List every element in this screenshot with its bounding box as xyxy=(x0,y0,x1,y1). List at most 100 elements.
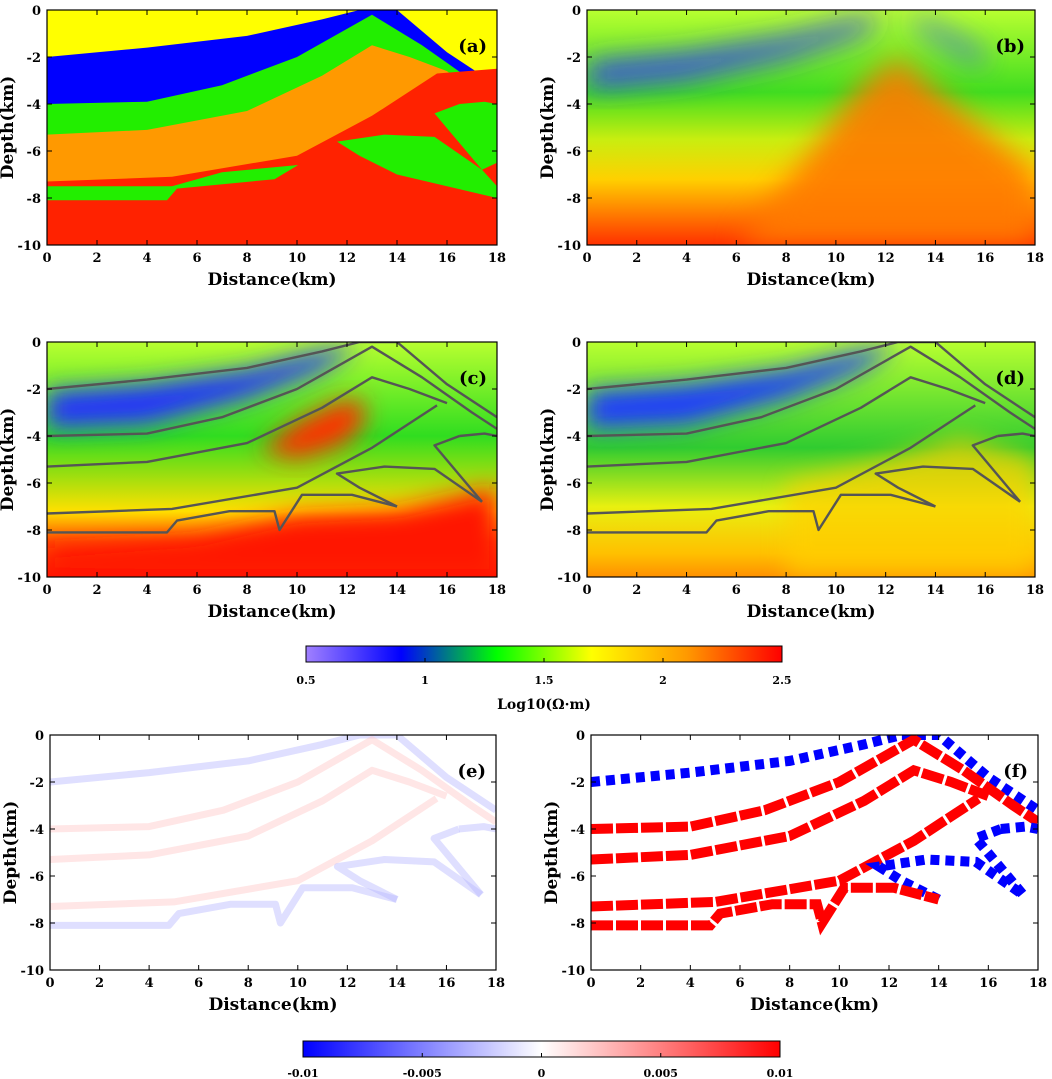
y-tick-label: 0 xyxy=(572,4,581,19)
y-axis-label: Depth(km) xyxy=(0,76,18,180)
diff-trace-7 xyxy=(865,854,1026,904)
diff-trace-6 xyxy=(430,825,484,898)
x-tick-label: 10 xyxy=(288,251,306,266)
y-tick-label: -6 xyxy=(27,477,41,492)
x-axis-label: Distance(km) xyxy=(750,995,879,1015)
colorbar-tick-label: 0 xyxy=(538,1067,546,1079)
panel-a: 0 2 4 6 8 10 12 14 16 18 0 -2 -4 -6 -8 -10 Distance(km) D… xyxy=(0,4,506,290)
x-tick-label: 12 xyxy=(338,976,356,991)
x-tick-label: 2 xyxy=(632,251,641,266)
x-tick-label: 18 xyxy=(1026,251,1044,266)
colorbar-tick-label: 0.5 xyxy=(296,674,315,687)
boundary-line-5 xyxy=(997,432,1035,438)
resistive-band xyxy=(587,344,899,429)
y-axis-label: Depth(km) xyxy=(542,801,562,905)
x-tick-label: 4 xyxy=(142,583,151,598)
y-tick-label: -4 xyxy=(567,98,581,113)
y-tick-label: -4 xyxy=(27,430,41,445)
x-tick-label: 18 xyxy=(488,583,506,598)
panel-e: 0 2 4 6 8 10 12 14 16 18 0 -2 -4 -6 -8 -10 Distance(km) D… xyxy=(1,729,505,1015)
x-axis-label: Distance(km) xyxy=(746,602,875,622)
y-tick-label: -10 xyxy=(562,964,586,979)
y-tick-label: -4 xyxy=(571,823,585,838)
diff-trace-1 xyxy=(50,735,496,814)
y-tick-label: -8 xyxy=(27,524,41,539)
y-tick-label: -2 xyxy=(27,383,41,398)
boundary-line-7 xyxy=(335,465,483,508)
conductor-dome xyxy=(736,57,1035,245)
boundary-line-7 xyxy=(874,465,1021,508)
diff-trace-3 xyxy=(591,764,991,865)
x-tick-label: 2 xyxy=(92,251,101,266)
x-tick-label: 4 xyxy=(142,251,151,266)
boundary-line-4 xyxy=(47,404,438,515)
plot-frame xyxy=(46,9,498,246)
x-tick-label: 12 xyxy=(877,251,895,266)
boundary-line-1 xyxy=(587,342,1035,419)
x-tick-label: 16 xyxy=(438,583,456,598)
y-tick-label: -8 xyxy=(567,192,581,207)
colorbar-resistivity: 0.5 1 1.5 2 2.5 Log10(Ω·m) xyxy=(296,645,792,713)
y-tick-label: -10 xyxy=(558,571,582,586)
y-tick-label: -2 xyxy=(27,51,41,66)
boundary-line-6 xyxy=(971,434,1022,503)
panel-label: (a) xyxy=(458,36,487,57)
y-tick-label: -6 xyxy=(567,145,581,160)
y-axis-label: Depth(km) xyxy=(538,408,558,512)
x-tick-label: 10 xyxy=(827,583,845,598)
panel-c: 0 2 4 6 8 10 12 14 16 18 0 -2 -4 -6 -8 -10 Distance(km) D… xyxy=(0,336,506,622)
panel-b: 0 2 4 6 8 10 12 14 16 18 0 -2 -4 -6 -8 -10 Distance(km) D… xyxy=(538,4,1044,290)
boundary-line-8 xyxy=(47,493,398,534)
y-tick-label: -4 xyxy=(30,823,44,838)
x-tick-label: 16 xyxy=(437,976,455,991)
diff-trace-3 xyxy=(50,766,448,863)
x-tick-label: 0 xyxy=(42,583,51,598)
y-tick-label: -8 xyxy=(567,524,581,539)
x-tick-label: 6 xyxy=(732,583,741,598)
x-tick-label: 16 xyxy=(438,251,456,266)
x-tick-label: 14 xyxy=(930,976,948,991)
x-tick-label: 8 xyxy=(782,251,791,266)
x-tick-label: 14 xyxy=(926,583,944,598)
diff-trace-2 xyxy=(50,736,496,833)
diff-trace-1 xyxy=(591,735,1038,815)
colorbar-difference: -0.01 -0.005 0 0.005 0.01 xyxy=(287,1040,793,1079)
y-axis-label: Depth(km) xyxy=(0,408,18,512)
y-tick-label: -2 xyxy=(567,383,581,398)
x-tick-label: 4 xyxy=(682,583,691,598)
x-tick-label: 18 xyxy=(1029,976,1047,991)
y-tick-label: 0 xyxy=(32,4,41,19)
x-tick-label: 0 xyxy=(582,251,591,266)
y-tick-label: -8 xyxy=(571,917,585,932)
x-tick-label: 16 xyxy=(976,583,994,598)
x-tick-label: 12 xyxy=(338,583,356,598)
x-tick-label: 4 xyxy=(686,976,695,991)
x-tick-label: 0 xyxy=(45,976,54,991)
x-tick-label: 6 xyxy=(732,251,741,266)
x-tick-label: 18 xyxy=(487,976,505,991)
plot-frame xyxy=(590,734,1039,971)
resistive-band xyxy=(47,344,360,429)
x-tick-label: 0 xyxy=(42,251,51,266)
y-tick-label: 0 xyxy=(32,336,41,351)
y-tick-label: 0 xyxy=(572,336,581,351)
panel-label: (d) xyxy=(995,368,1025,389)
x-tick-label: 2 xyxy=(92,583,101,598)
y-tick-label: -6 xyxy=(571,870,585,885)
x-tick-label: 18 xyxy=(1026,583,1044,598)
diff-trace-6 xyxy=(967,824,1027,899)
x-tick-label: 10 xyxy=(830,976,848,991)
x-tick-label: 8 xyxy=(244,976,253,991)
y-tick-label: -4 xyxy=(567,430,581,445)
layer-red-bottom xyxy=(47,162,497,245)
y-tick-label: 0 xyxy=(576,729,585,744)
diff-trace-4 xyxy=(50,795,439,910)
plot-frame xyxy=(586,341,1036,578)
diff-trace-8 xyxy=(50,884,398,929)
boundary-line-6 xyxy=(433,434,483,503)
y-tick-label: -8 xyxy=(30,917,44,932)
colorbar-tick-label: 2.5 xyxy=(772,674,791,687)
x-tick-label: 8 xyxy=(785,976,794,991)
panel-label: (e) xyxy=(458,761,487,782)
boundary-line-3 xyxy=(47,376,448,468)
